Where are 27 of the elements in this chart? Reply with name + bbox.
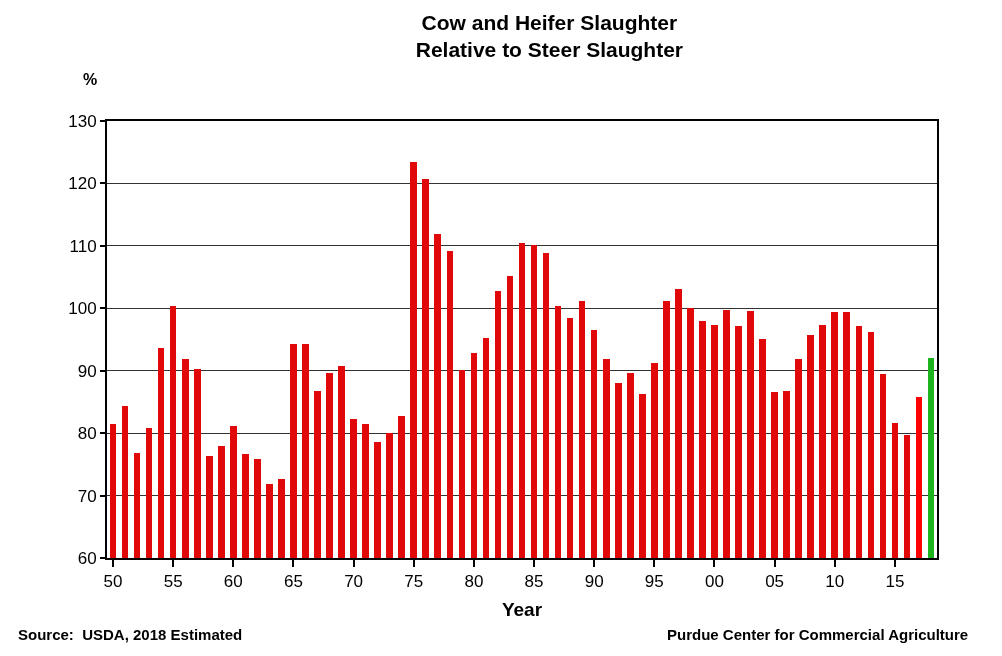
x-tick-label: 00 — [705, 572, 724, 592]
text: Purdue Center for Commercial Agriculture — [667, 626, 969, 643]
x-tick-label: 65 — [283, 572, 303, 592]
x-tick-label: 95 — [644, 572, 664, 592]
source-note: Source: USDA, 2018 Estimated — [18, 626, 243, 643]
x-tick-label: 05 — [765, 572, 785, 592]
y-tick-label: 90 — [77, 361, 97, 381]
x-tick-label: 50 — [103, 572, 123, 592]
chart-title: Cow and Heifer Slaughter Relative to Steer Slaughter — [415, 10, 684, 61]
y-tick-label: 120 — [68, 174, 97, 194]
x-tick-label: 55 — [163, 572, 183, 592]
y-tick-label: 80 — [77, 424, 97, 444]
y-tick-label: 60 — [77, 548, 97, 568]
x-tick-label: 90 — [584, 572, 604, 592]
x-tick-label: 80 — [464, 572, 484, 592]
y-tick-label: 110 — [69, 236, 97, 256]
y-tick-label: 70 — [77, 486, 97, 506]
x-tick-label: 70 — [344, 572, 364, 592]
x-tick-label: 75 — [404, 572, 424, 592]
x-tick-label: 60 — [223, 572, 243, 592]
y-tick-label: 130 — [68, 111, 97, 131]
x-tick-label: 85 — [524, 572, 544, 592]
y-tick-label: 100 — [68, 299, 97, 319]
x-tick-label: 10 — [825, 572, 845, 592]
x-tick-label: 15 — [885, 572, 905, 592]
x-axis-title: Year — [501, 598, 543, 620]
y-axis-title: % — [83, 71, 98, 88]
